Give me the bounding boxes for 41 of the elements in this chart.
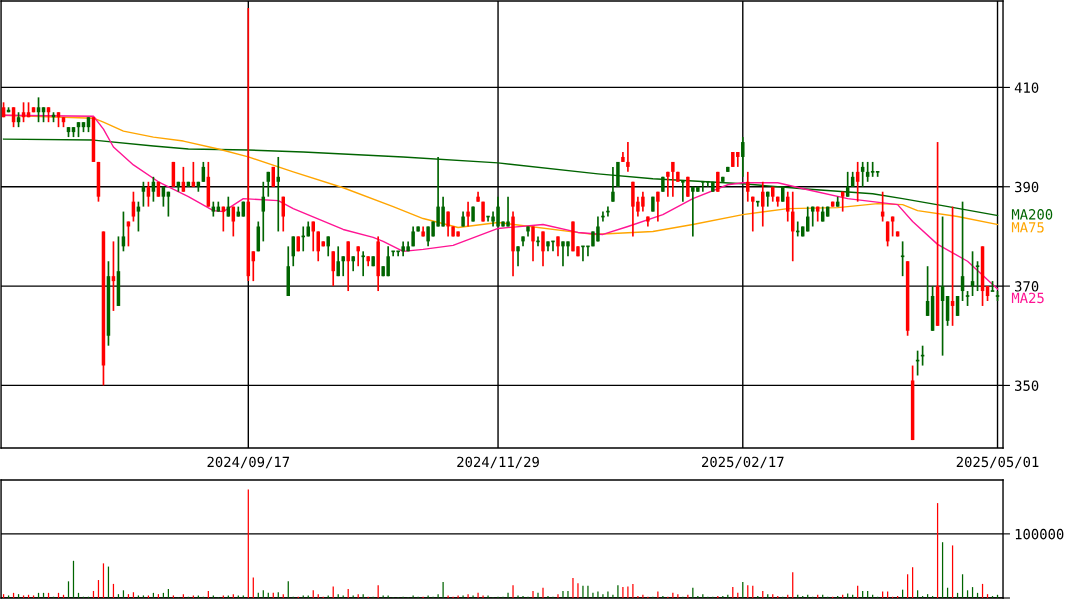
series-label: MA25 (1011, 292, 1044, 304)
candlestick (700, 180, 706, 193)
candlestick (626, 141, 630, 173)
candlestick (761, 180, 765, 228)
y-tick-label: 370 (1015, 281, 1039, 292)
candlestick (746, 171, 750, 203)
candlestick (516, 245, 520, 268)
candlestick (556, 235, 560, 258)
candlestick (446, 210, 450, 238)
candlestick (326, 235, 330, 258)
candlestick (466, 200, 470, 228)
candlestick (671, 161, 675, 198)
candlestick (346, 240, 350, 292)
y-tick-label: 350 (1015, 380, 1039, 391)
candlestick (705, 180, 711, 188)
y-tick-label: 100000 (1015, 528, 1064, 540)
candlestick (751, 195, 755, 233)
candlestick (395, 250, 401, 258)
y-tick-label: 390 (1015, 181, 1039, 193)
candlestick (656, 190, 660, 223)
candlestick (741, 136, 745, 178)
candlestick (531, 225, 535, 263)
candlestick (356, 245, 360, 268)
candlestick (611, 166, 615, 203)
y-tick-label: 410 (1014, 82, 1039, 93)
candlestick (336, 245, 340, 277)
candlestick (331, 250, 335, 287)
x-tick-label: 2024/11/29 (457, 456, 539, 469)
candlestick (311, 220, 315, 253)
candlestick (541, 230, 545, 268)
candlestick (341, 255, 345, 277)
x-tick-label: 2025/05/01 (956, 456, 1039, 469)
x-tick-label: 2024/09/17 (207, 456, 290, 469)
candlestick (360, 250, 366, 277)
candlestick (680, 180, 686, 203)
candlestick (666, 171, 670, 198)
candlestick (900, 240, 906, 277)
series-label: MA75 (1011, 222, 1044, 233)
x-tick-label: 2025/02/17 (702, 456, 784, 469)
candlestick (390, 250, 396, 258)
series-label: MA200 (1011, 209, 1053, 220)
